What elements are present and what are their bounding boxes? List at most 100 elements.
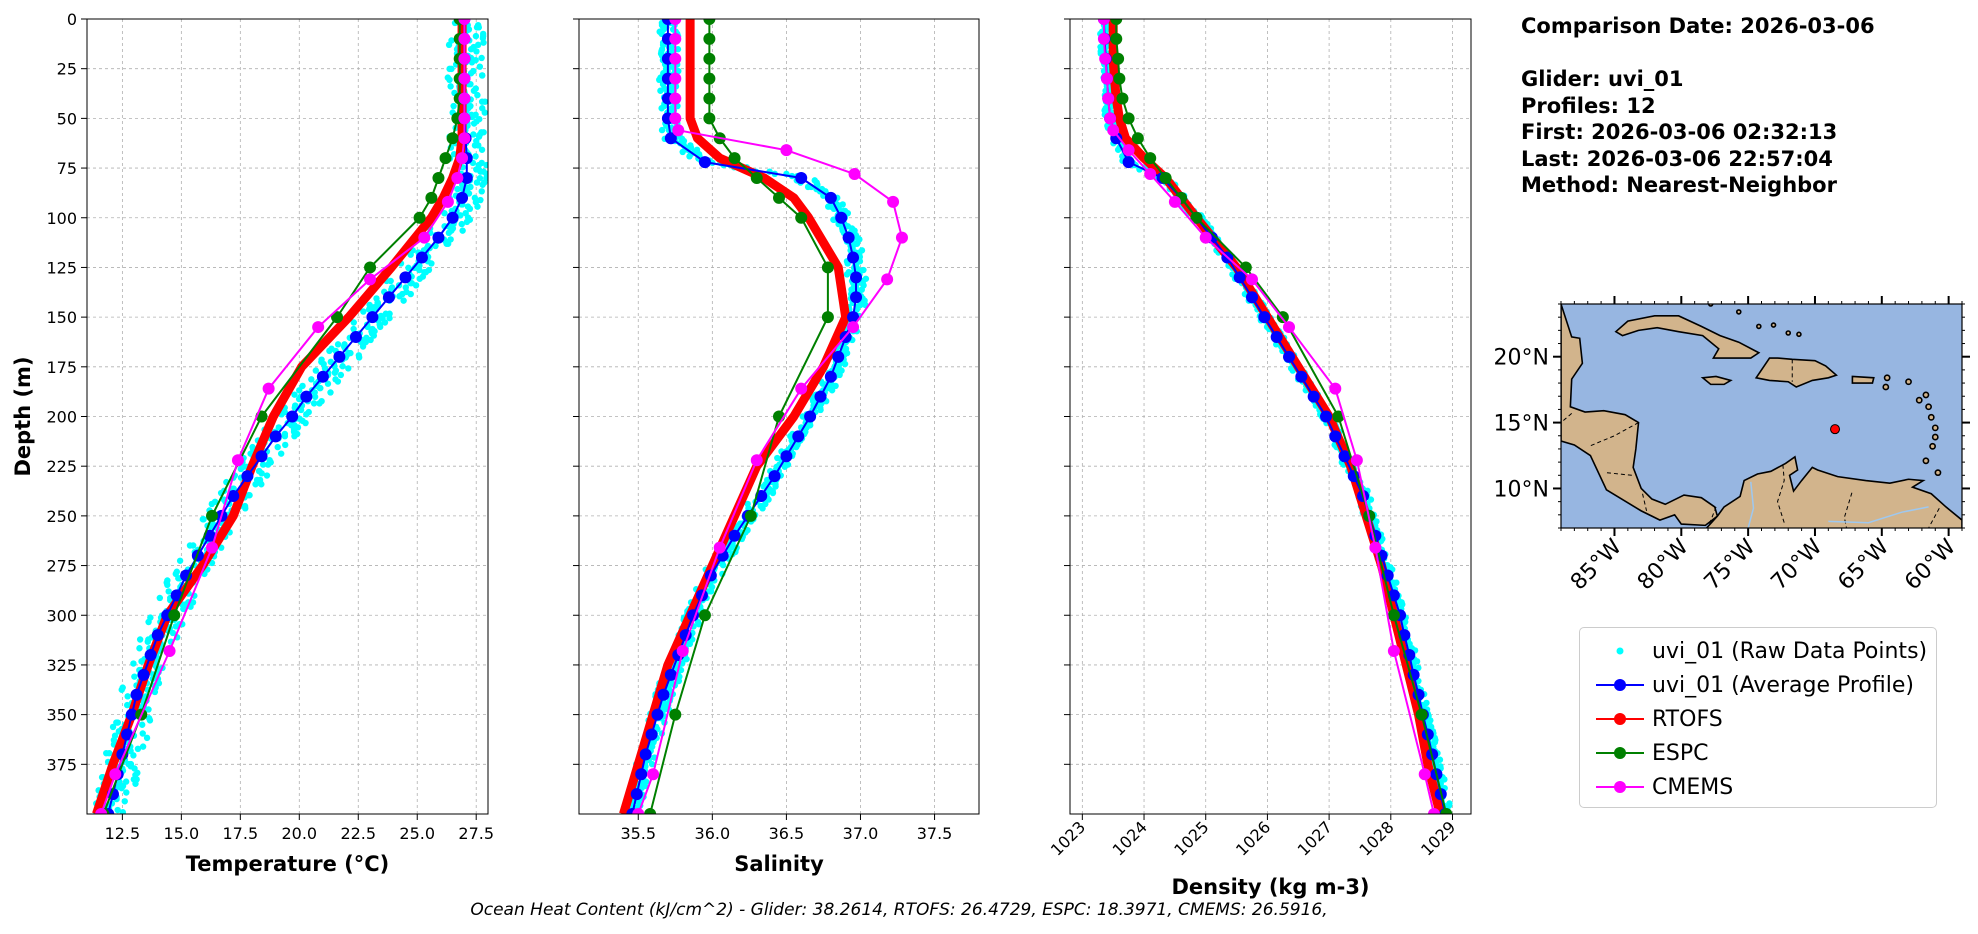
series-marker	[231, 454, 244, 467]
raw-point	[237, 465, 245, 473]
y-tick-label: 375	[46, 755, 77, 774]
raw-point	[312, 367, 320, 374]
island	[1929, 442, 1936, 450]
series-marker	[460, 172, 473, 184]
island	[1922, 457, 1930, 465]
series-marker	[821, 261, 834, 274]
raw-point	[208, 500, 216, 508]
series-marker	[1427, 808, 1440, 814]
raw-point	[123, 789, 130, 796]
series-marker	[1295, 370, 1308, 383]
series-marker	[1332, 410, 1345, 423]
raw-point	[468, 59, 476, 66]
raw-point	[457, 212, 464, 219]
legend-swatch-espc	[1596, 747, 1644, 759]
series-marker	[887, 195, 900, 208]
raw-point	[832, 382, 839, 390]
raw-point	[448, 65, 455, 73]
series-marker	[672, 124, 685, 137]
series-marker	[703, 32, 716, 45]
raw-point	[132, 780, 139, 787]
raw-point	[103, 749, 110, 757]
legend-label: uvi_01 (Average Profile)	[1652, 673, 1914, 698]
raw-point	[386, 314, 393, 322]
series-marker	[151, 629, 164, 642]
series-marker	[1112, 52, 1125, 65]
raw-point	[131, 673, 138, 680]
y-tick-label: 350	[46, 706, 77, 725]
raw-point	[470, 131, 477, 138]
series-marker	[451, 172, 464, 184]
x-tick-label: 36.0	[695, 824, 731, 843]
series-marker	[1387, 589, 1400, 602]
series-marker	[163, 645, 176, 658]
raw-point	[468, 113, 476, 121]
series-marker	[1440, 808, 1453, 814]
y-tick-label: 200	[46, 408, 77, 427]
x-tick-label: 37.0	[843, 824, 879, 843]
x-tick-label: 36.5	[769, 824, 805, 843]
raw-point	[817, 406, 824, 414]
raw-point	[311, 393, 319, 401]
series-marker	[1329, 430, 1342, 443]
series-marker	[1122, 112, 1135, 125]
legend-item-espc: ESPC	[1580, 738, 1936, 768]
raw-point	[291, 391, 298, 398]
grid	[87, 19, 488, 814]
x-tick-label: 35.5	[620, 824, 656, 843]
x-axis-label: Density (kg m-3)	[1171, 875, 1369, 899]
raw-point	[674, 46, 682, 53]
raw-point	[138, 721, 146, 728]
series-marker	[415, 251, 428, 264]
x-tick-label: 1027	[1294, 817, 1336, 859]
last-time: Last: 2026-03-06 22:57:04	[1521, 146, 1833, 171]
raw-point	[282, 441, 289, 449]
series-marker	[1116, 92, 1129, 105]
x-tick-label: 1025	[1170, 817, 1212, 859]
raw-point	[146, 717, 154, 724]
series-marker	[676, 645, 689, 658]
raw-point	[483, 161, 488, 169]
raw-point	[447, 83, 454, 90]
raw-point	[337, 371, 345, 379]
y-tick-label: 275	[46, 557, 77, 576]
series-marker	[657, 688, 670, 701]
method: Method: Nearest-Neighbor	[1521, 173, 1837, 197]
comparison-info: Comparison Date: 2026-03-06 Glider: uvi_0…	[1521, 13, 1875, 199]
raw-point	[467, 183, 474, 191]
map-lat-label: 10°N	[1494, 477, 1549, 502]
y-tick-label: 25	[57, 60, 77, 79]
raw-point	[291, 432, 298, 440]
raw-point	[124, 693, 131, 700]
raw-point	[200, 516, 207, 523]
y-tick-label: 100	[46, 209, 77, 228]
series-marker	[635, 768, 648, 781]
raw-point	[459, 227, 466, 234]
raw-point	[478, 72, 486, 79]
series-marker	[1270, 331, 1283, 343]
series-marker	[713, 541, 726, 554]
legend-label: ESPC	[1652, 741, 1709, 766]
series-marker	[168, 609, 181, 622]
series-marker	[832, 350, 845, 363]
raw-point	[275, 424, 282, 431]
series-marker	[333, 350, 346, 363]
raw-point	[481, 109, 488, 116]
x-tick-label: 15.0	[164, 824, 200, 843]
raw-point	[476, 63, 484, 70]
raw-point	[1114, 146, 1122, 153]
map-lon-label: 75°W	[1700, 534, 1761, 595]
map-lon-label: 85°W	[1566, 534, 1627, 595]
series-marker	[703, 19, 716, 25]
raw-point	[339, 363, 346, 370]
series-marker	[792, 430, 805, 443]
series-marker	[842, 231, 855, 244]
series-marker	[1190, 211, 1203, 224]
series-marker	[456, 191, 469, 204]
y-tick-label: 250	[46, 507, 77, 526]
series-marker	[850, 291, 863, 304]
series-marker	[1097, 19, 1110, 25]
raw-point	[367, 336, 374, 344]
series-marker	[1258, 311, 1271, 324]
